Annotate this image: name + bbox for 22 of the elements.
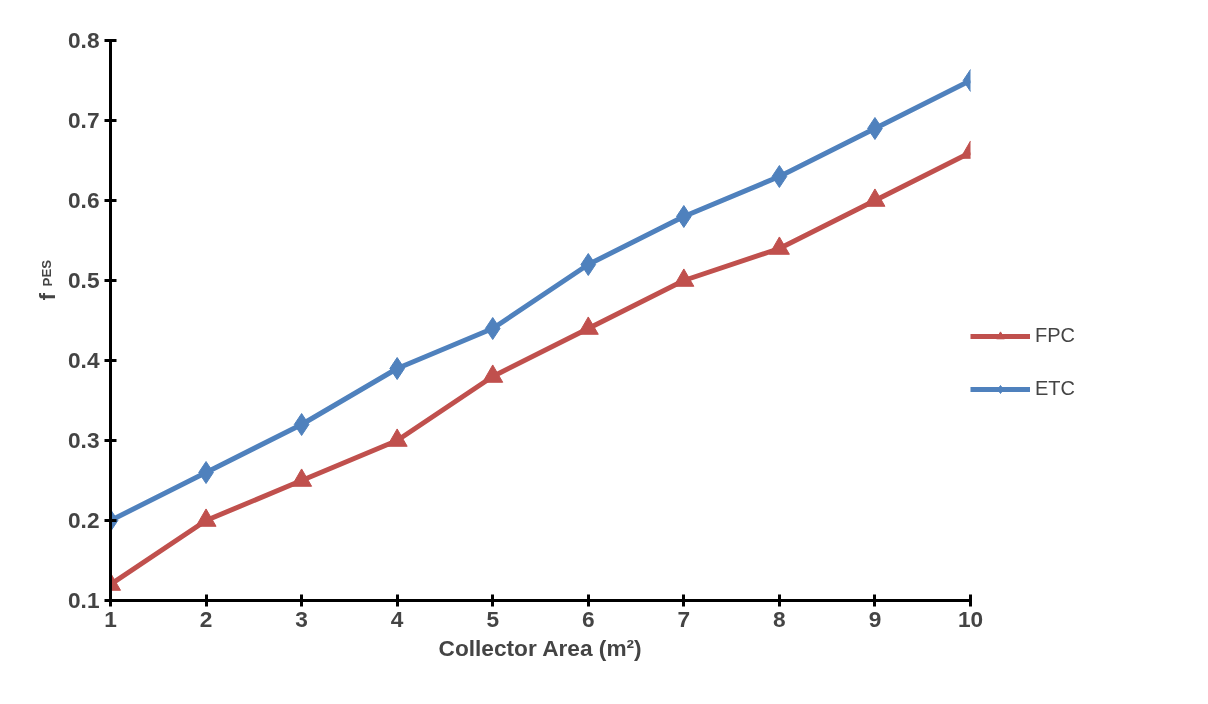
x-tick-label: 3 [295, 605, 308, 632]
x-tick-label: 10 [957, 605, 984, 632]
x-tick-label: 2 [199, 605, 213, 632]
y-tick-label: 0.2 [68, 507, 100, 533]
x-tick-label: 9 [868, 605, 882, 632]
x-tick-label: 6 [581, 605, 595, 632]
legend-label: FPC [1035, 324, 1075, 347]
y-tick-label: 0.1 [68, 587, 100, 613]
x-tick-label: 7 [677, 605, 691, 632]
y-tick-label: 0.5 [68, 267, 100, 293]
x-tick-label: 4 [390, 605, 404, 632]
y-tick-label: 0.4 [68, 347, 100, 373]
y-tick-label: 0.6 [68, 187, 100, 213]
legend-label: ETC [1035, 377, 1075, 400]
y-tick-label: 0.3 [68, 427, 100, 453]
y-axis-title: fPES [33, 259, 60, 301]
x-tick-label: 1 [104, 605, 117, 632]
x-axis-title: Collector Area (m²) [438, 634, 642, 661]
x-tick-label: 5 [486, 605, 500, 632]
y-tick-label: 0.7 [68, 107, 100, 133]
x-tick-label: 8 [773, 605, 786, 632]
y-tick-label: 0.8 [68, 27, 100, 53]
